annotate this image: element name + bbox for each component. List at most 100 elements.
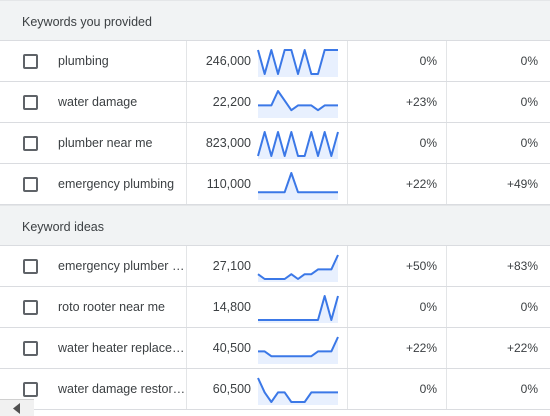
table-row[interactable]: roto rooter near me 14,800 0% 0% (0, 287, 550, 328)
yoy-change-cell: 0% (520, 54, 538, 68)
row-checkbox[interactable] (23, 95, 38, 110)
row-checkbox[interactable] (23, 136, 38, 151)
volume-cell: 823,000 (205, 136, 251, 150)
volume-cell: 60,500 (212, 382, 251, 396)
sparkline-line (258, 295, 339, 321)
row-checkbox[interactable] (23, 382, 38, 397)
table-row[interactable]: emergency plumber … 27,100 +50% +83% (0, 246, 550, 287)
yoy-change-cell: +83% (506, 259, 538, 273)
column-divider (186, 246, 187, 286)
column-divider (446, 41, 447, 81)
column-divider (186, 82, 187, 122)
keyword-cell[interactable]: emergency plumbing (58, 177, 175, 191)
column-divider (186, 164, 187, 204)
column-divider (446, 82, 447, 122)
sparkline-line (257, 49, 338, 75)
sparkline-line (258, 172, 338, 194)
column-divider (446, 123, 447, 163)
trend-sparkline (257, 131, 339, 159)
sparkline-line (258, 90, 338, 112)
sparkline-line (257, 254, 339, 280)
column-divider (446, 287, 447, 327)
three-month-change-cell: 0% (419, 136, 437, 150)
column-divider (347, 82, 348, 122)
row-checkbox[interactable] (23, 54, 38, 69)
trend-sparkline (258, 295, 339, 323)
trend-sparkline (258, 90, 338, 118)
column-divider (186, 287, 187, 327)
column-divider (347, 246, 348, 286)
yoy-change-cell: 0% (520, 382, 538, 396)
sparkline-area (258, 337, 338, 364)
table-row[interactable]: water damage restor… 60,500 0% 0% (0, 369, 550, 410)
yoy-change-cell: +22% (506, 341, 538, 355)
trend-sparkline (257, 377, 338, 405)
column-divider (186, 123, 187, 163)
three-month-change-cell: +22% (405, 177, 437, 191)
volume-cell: 110,000 (206, 177, 251, 191)
section-title: Keyword ideas (22, 220, 104, 234)
sparkline-line (257, 131, 339, 157)
column-divider (446, 369, 447, 409)
volume-cell: 27,100 (212, 259, 251, 273)
keyword-cell[interactable]: roto rooter near me (58, 300, 165, 314)
column-divider (347, 164, 348, 204)
three-month-change-cell: 0% (419, 54, 437, 68)
section-title: Keywords you provided (22, 15, 152, 29)
row-checkbox[interactable] (23, 341, 38, 356)
keyword-cell[interactable]: water heater replace… (58, 341, 185, 355)
section-header-ideas: Keyword ideas (0, 205, 550, 246)
row-checkbox[interactable] (23, 259, 38, 274)
column-divider (347, 287, 348, 327)
table-row[interactable]: water heater replace… 40,500 +22% +22% (0, 328, 550, 369)
keyword-cell[interactable]: plumbing (58, 54, 109, 68)
table-row[interactable]: plumber near me 823,000 0% 0% (0, 123, 550, 164)
column-divider (347, 123, 348, 163)
row-checkbox[interactable] (23, 300, 38, 315)
column-divider (446, 164, 447, 204)
keyword-cell[interactable]: water damage restor… (58, 382, 186, 396)
sparkline-area (258, 255, 338, 282)
yoy-change-cell: 0% (520, 300, 538, 314)
trend-sparkline (257, 254, 339, 282)
volume-cell: 22,200 (212, 95, 251, 109)
keyword-cell[interactable]: plumber near me (58, 136, 153, 150)
row-checkbox[interactable] (23, 177, 38, 192)
three-month-change-cell: +50% (405, 259, 437, 273)
trend-sparkline (258, 172, 338, 200)
sparkline-line (257, 377, 338, 403)
column-divider (186, 328, 187, 368)
table-row[interactable]: emergency plumbing 110,000 +22% +49% (0, 164, 550, 205)
column-divider (446, 246, 447, 286)
sparkline-area (258, 50, 338, 77)
horizontal-scroll-left-button[interactable] (0, 399, 34, 416)
column-divider (347, 369, 348, 409)
three-month-change-cell: +22% (405, 341, 437, 355)
trend-sparkline (258, 336, 339, 364)
keyword-cell[interactable]: water damage (58, 95, 138, 109)
column-divider (347, 328, 348, 368)
volume-cell: 40,500 (212, 341, 251, 355)
sparkline-line (258, 336, 339, 358)
column-divider (347, 41, 348, 81)
section-header-provided: Keywords you provided (0, 0, 550, 41)
yoy-change-cell: 0% (520, 95, 538, 109)
sparkline-area (258, 173, 338, 200)
three-month-change-cell: 0% (419, 300, 437, 314)
sparkline-area (258, 91, 338, 118)
volume-cell: 14,800 (212, 300, 251, 314)
caret-left-icon (13, 403, 20, 414)
table-row[interactable]: plumbing 246,000 0% 0% (0, 41, 550, 82)
volume-cell: 246,000 (205, 54, 251, 68)
table-row[interactable]: water damage 22,200 +23% 0% (0, 82, 550, 123)
column-divider (446, 328, 447, 368)
sparkline-area (258, 378, 338, 405)
three-month-change-cell: 0% (419, 382, 437, 396)
yoy-change-cell: 0% (520, 136, 538, 150)
column-divider (186, 369, 187, 409)
sparkline-area (258, 132, 338, 159)
three-month-change-cell: +23% (405, 95, 437, 109)
keyword-cell[interactable]: emergency plumber … (58, 259, 185, 273)
yoy-change-cell: +49% (506, 177, 538, 191)
